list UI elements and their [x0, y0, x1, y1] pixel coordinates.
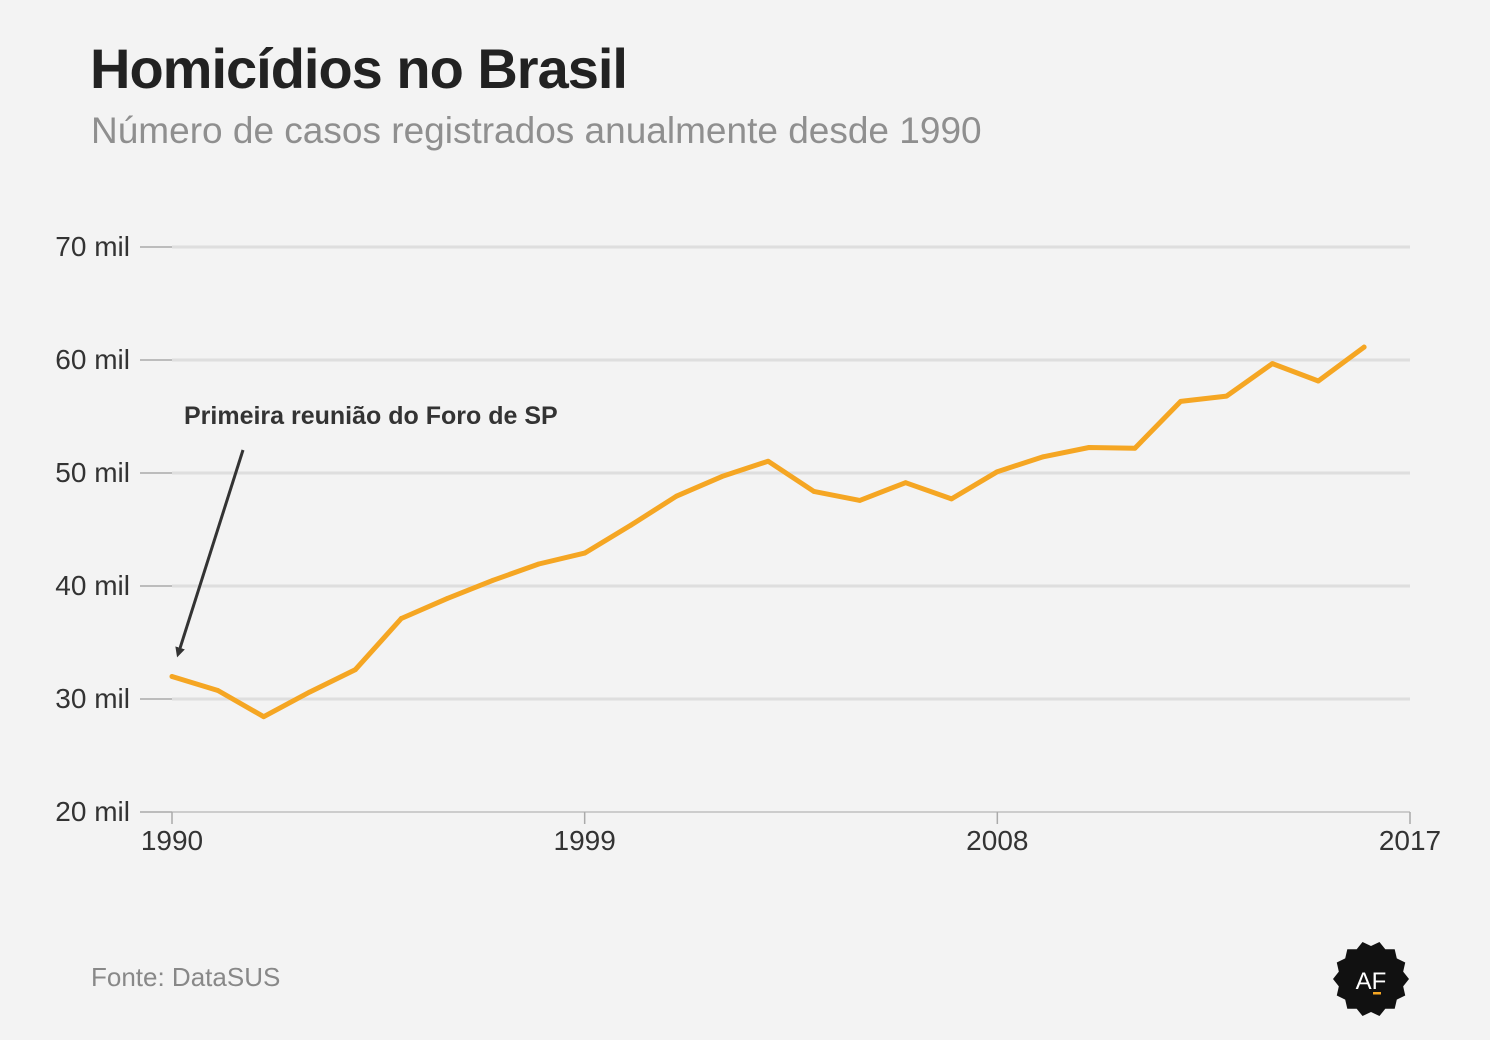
data-point: [398, 616, 404, 621]
data-point: [536, 561, 542, 567]
af-seal-logo: AF: [1333, 941, 1409, 1017]
data-point: [1132, 445, 1138, 451]
data-point: [1361, 344, 1367, 350]
data-point: [994, 469, 1000, 475]
seal-shape: [1333, 941, 1409, 1017]
y-tick-label: 50 mil: [55, 457, 130, 488]
data-point: [949, 496, 954, 502]
data-point: [490, 577, 496, 583]
x-tick-label: 1990: [141, 825, 203, 856]
data-point: [1224, 393, 1229, 399]
data-point: [1270, 361, 1275, 367]
logo-accent: [1373, 992, 1381, 995]
annotation-label: Primeira reunião do Foro de SP: [184, 402, 558, 430]
data-point: [1315, 378, 1321, 384]
data-point: [1178, 398, 1184, 404]
chart-subtitle: Número de casos registrados anualmente d…: [91, 110, 982, 151]
y-tick-label: 20 mil: [55, 796, 130, 827]
data-point: [857, 497, 863, 503]
data-point: [811, 488, 817, 494]
data-point: [169, 674, 175, 679]
data-point: [765, 458, 771, 464]
chart-title: Homicídios no Brasil: [90, 37, 628, 100]
annotation-arrow: [175, 449, 245, 658]
data-point: [673, 493, 679, 499]
x-tick-label: 2017: [1379, 825, 1441, 856]
data-point: [719, 474, 725, 479]
data-point: [1040, 454, 1046, 460]
logo-text: AF: [1356, 968, 1387, 995]
source-note: Fonte: DataSUS: [91, 962, 281, 992]
y-tick-label: 40 mil: [55, 570, 130, 601]
x-tick-label: 1999: [554, 825, 616, 856]
data-point: [1086, 445, 1092, 450]
data-point: [215, 688, 221, 693]
y-tick-label: 30 mil: [55, 683, 130, 714]
data-point: [353, 667, 358, 672]
y-tick-label: 70 mil: [55, 231, 130, 262]
data-point: [307, 689, 312, 695]
y-tick-label: 60 mil: [55, 344, 130, 375]
x-tick-label: 2008: [966, 825, 1028, 856]
data-point: [444, 596, 450, 601]
data-point: [582, 550, 588, 556]
data-point: [261, 714, 267, 720]
data-point: [903, 480, 909, 486]
data-point: [628, 523, 633, 528]
